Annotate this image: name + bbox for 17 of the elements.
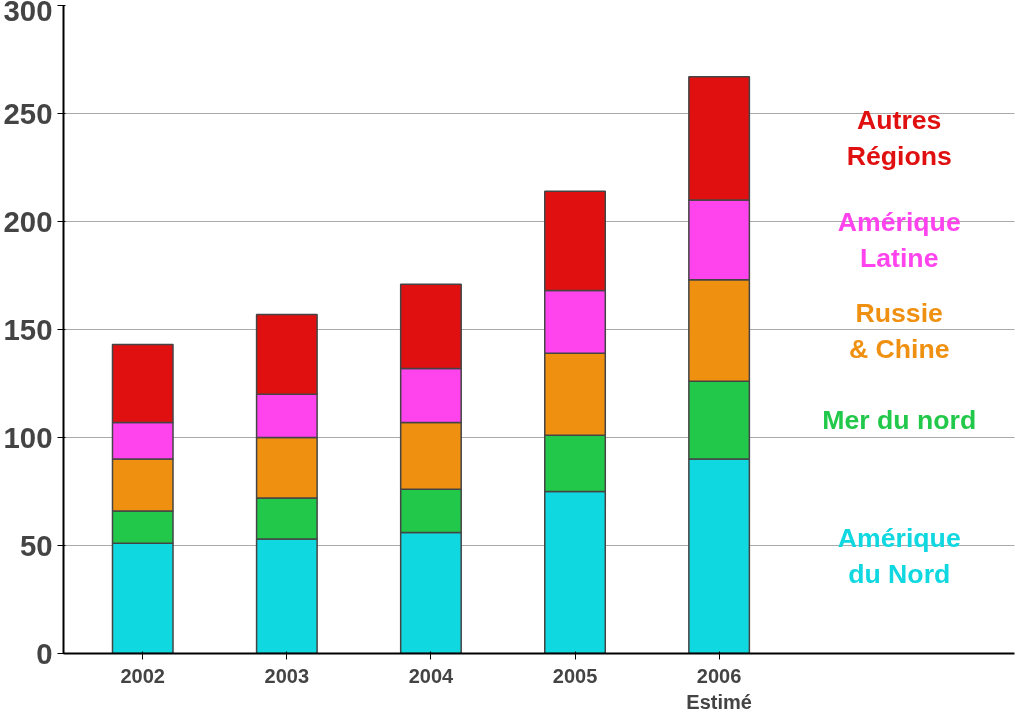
y-tick-label: 50 bbox=[19, 528, 53, 562]
x-tick-label: 2006 Estimé bbox=[686, 664, 752, 713]
x-tick-label: 2005 bbox=[552, 664, 598, 687]
text: Amérique Latine bbox=[837, 206, 961, 273]
x-tick-label: 2004 bbox=[408, 664, 455, 687]
x-tick-label: 2002 bbox=[120, 664, 165, 687]
text: Mer du nord bbox=[822, 405, 977, 436]
text: Amérique du Nord bbox=[837, 523, 961, 590]
y-tick-label: 300 bbox=[3, 0, 53, 27]
text: Russie & Chine bbox=[848, 297, 950, 364]
text: Autres Régions bbox=[846, 105, 952, 172]
y-tick-label: 150 bbox=[3, 312, 53, 346]
y-tick-label: 200 bbox=[3, 204, 53, 238]
x-tick-label: 2003 bbox=[264, 664, 310, 687]
y-tick-label: 250 bbox=[3, 96, 53, 130]
y-tick-label: 0 bbox=[36, 636, 53, 670]
y-tick-label: 100 bbox=[3, 420, 53, 454]
